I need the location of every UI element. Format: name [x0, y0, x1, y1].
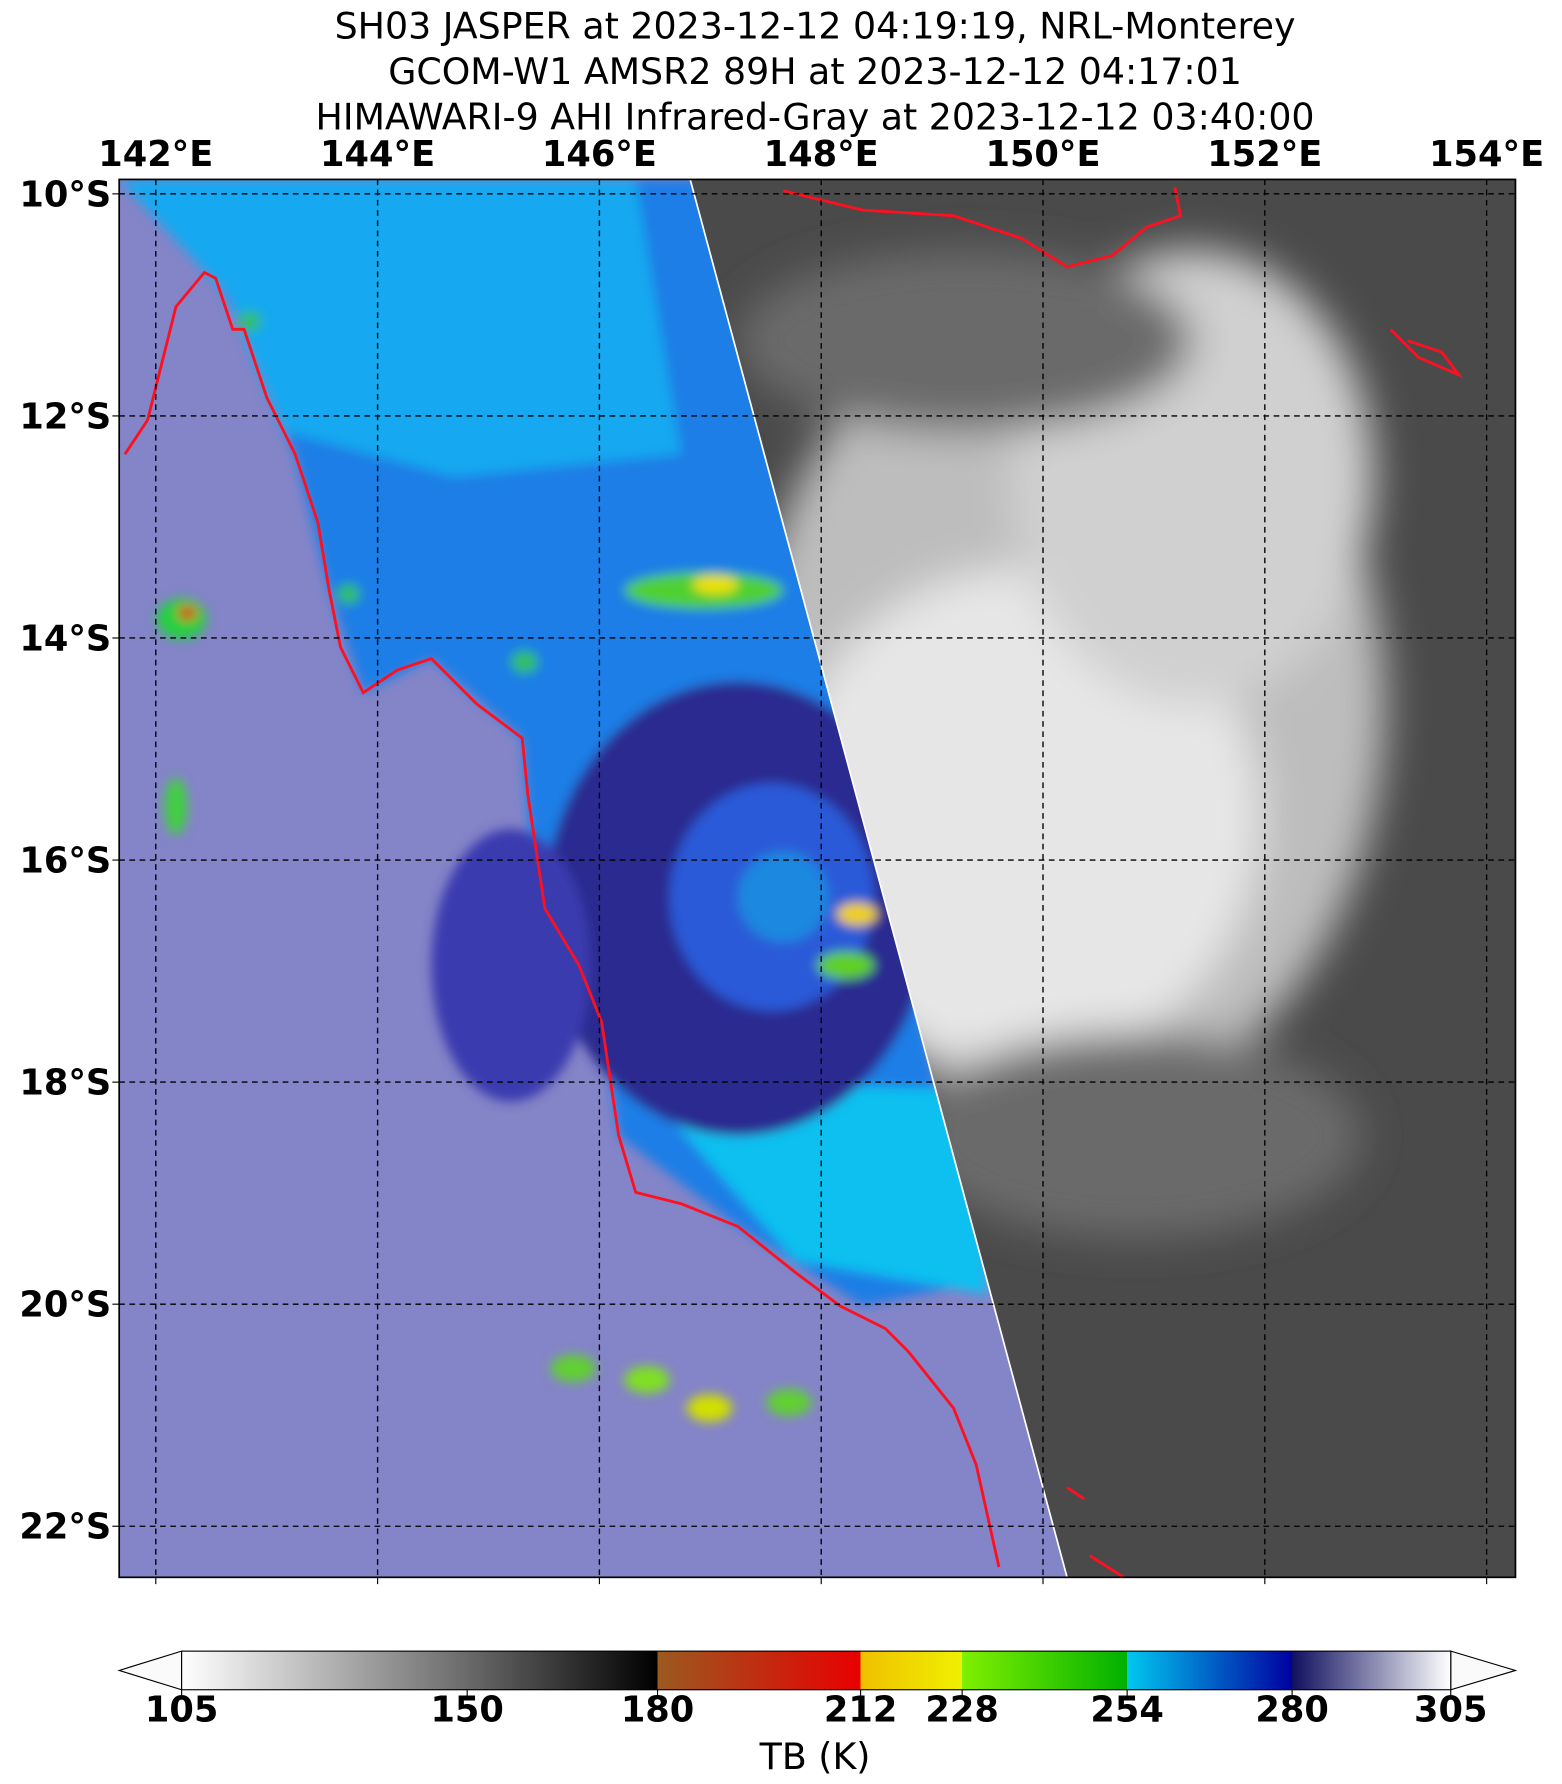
x-tick-label: 148°E — [764, 134, 879, 175]
infrared-image — [690, 179, 1516, 1578]
x-tick-label: 150°E — [985, 134, 1100, 175]
colorbar-extend — [1450, 1650, 1518, 1691]
x-tick-label: 152°E — [1207, 134, 1322, 175]
y-tick-label: 14°S — [19, 618, 111, 659]
x-tick-label: 142°E — [98, 134, 213, 175]
y-tick-label: 16°S — [19, 841, 111, 882]
x-tick-label: 154°E — [1429, 134, 1544, 175]
colorbar-tick-label: 228 — [925, 1690, 998, 1731]
coastline — [123, 187, 1464, 1579]
colorbar-tick-label: 212 — [824, 1690, 897, 1731]
y-tick-label: 12°S — [19, 396, 111, 437]
map-frame — [118, 178, 1517, 1579]
colorbar-extend — [117, 1650, 183, 1691]
colorbar-tick-label: 150 — [430, 1690, 503, 1731]
colorbar-tick-label: 105 — [145, 1690, 218, 1731]
y-tick-label: 20°S — [19, 1285, 111, 1326]
title-line: SH03 JASPER at 2023-12-12 04:19:19, NRL-… — [335, 5, 1296, 48]
x-tick-label: 144°E — [320, 134, 435, 175]
colorbar-tick-label: 254 — [1090, 1690, 1163, 1731]
y-tick-label: 18°S — [19, 1063, 111, 1104]
title-line: HIMAWARI-9 AHI Infrared-Gray at 2023-12-… — [316, 95, 1315, 138]
title-line: GCOM-W1 AMSR2 89H at 2023-12-12 04:17:01 — [388, 50, 1242, 93]
x-tick-label: 146°E — [542, 134, 657, 175]
colorbar — [181, 1650, 1452, 1691]
y-tick-label: 10°S — [19, 174, 111, 215]
colorbar-tick-label: 305 — [1414, 1690, 1487, 1731]
y-tick-label: 22°S — [19, 1507, 111, 1548]
colorbar-tick-label: 180 — [621, 1690, 694, 1731]
scan-edge — [689, 179, 1068, 1578]
colorbar-tick-label: 280 — [1255, 1690, 1328, 1731]
colorbar-label: TB (K) — [759, 1735, 871, 1778]
